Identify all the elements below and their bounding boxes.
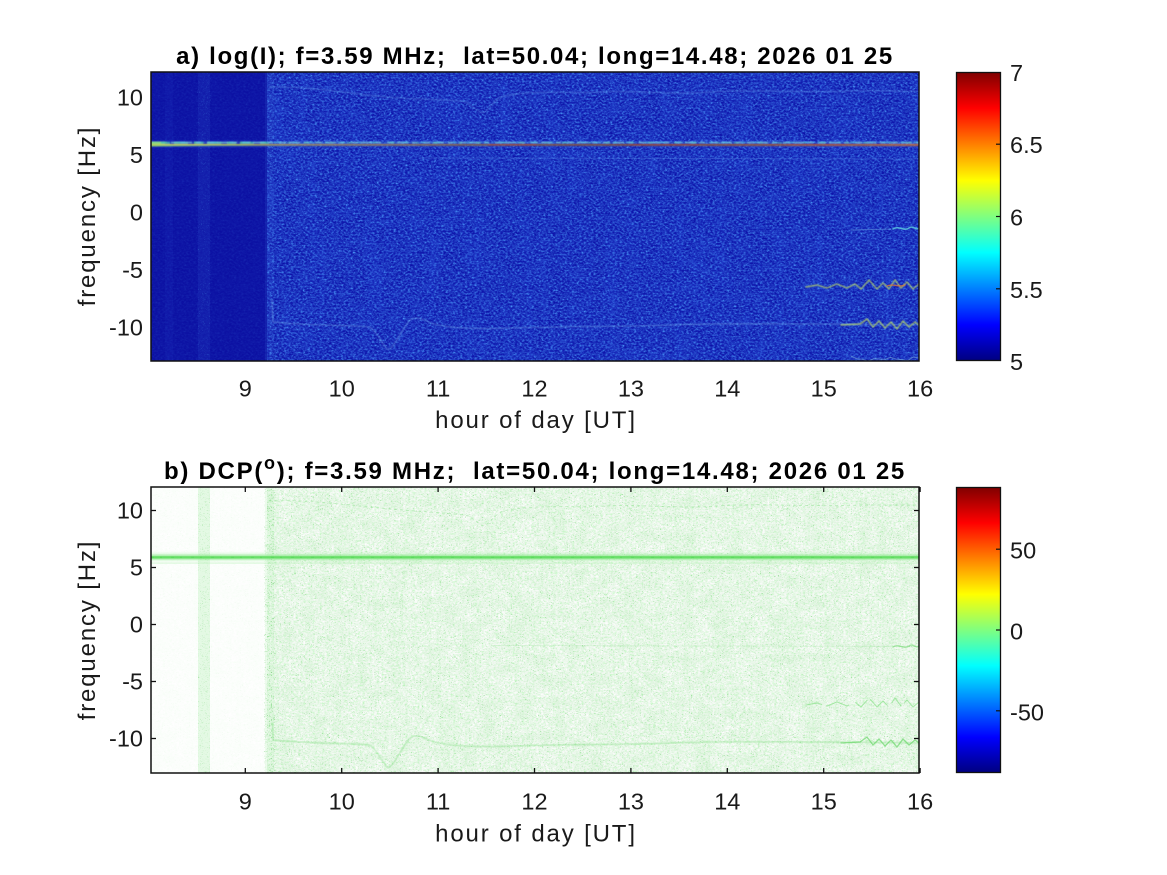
svg-text:0: 0 <box>1010 619 1023 645</box>
svg-text:-5: -5 <box>122 669 143 695</box>
svg-text:5.5: 5.5 <box>1010 277 1043 303</box>
svg-text:a) log(I); f=3.59 MHz; lat=50: a) log(I); f=3.59 MHz; lat=50.04; long=1… <box>176 43 894 70</box>
svg-text:10: 10 <box>117 85 143 111</box>
svg-text:16: 16 <box>907 376 933 402</box>
svg-text:10: 10 <box>329 376 355 402</box>
svg-text:-5: -5 <box>122 257 143 283</box>
svg-text:12: 12 <box>521 376 547 402</box>
svg-text:b) DCP(o); f=3.59 MHz; lat=50: b) DCP(o); f=3.59 MHz; lat=50.04; long=1… <box>164 453 906 485</box>
svg-text:10: 10 <box>117 498 143 524</box>
svg-text:12: 12 <box>521 789 547 815</box>
svg-text:frequency [Hz]: frequency [Hz] <box>74 126 101 307</box>
svg-text:9: 9 <box>239 376 252 402</box>
svg-text:-10: -10 <box>109 726 143 752</box>
svg-text:5: 5 <box>130 142 143 168</box>
svg-text:0: 0 <box>130 612 143 638</box>
svg-text:-50: -50 <box>1010 699 1044 725</box>
svg-text:0: 0 <box>130 200 143 226</box>
svg-text:14: 14 <box>714 376 740 402</box>
svg-text:11: 11 <box>426 789 450 815</box>
svg-text:5: 5 <box>1010 349 1023 375</box>
svg-text:14: 14 <box>714 789 740 815</box>
svg-text:15: 15 <box>811 376 837 402</box>
svg-text:6.5: 6.5 <box>1010 132 1043 158</box>
svg-text:7: 7 <box>1010 60 1023 86</box>
svg-text:hour of day [UT]: hour of day [UT] <box>435 821 637 848</box>
svg-text:5: 5 <box>130 555 143 581</box>
svg-text:15: 15 <box>811 789 837 815</box>
svg-text:6: 6 <box>1010 205 1023 231</box>
svg-text:-10: -10 <box>109 315 143 341</box>
svg-text:hour of day [UT]: hour of day [UT] <box>435 407 637 434</box>
svg-text:13: 13 <box>618 376 644 402</box>
svg-text:11: 11 <box>426 376 450 402</box>
svg-text:50: 50 <box>1010 538 1036 564</box>
svg-text:9: 9 <box>239 789 252 815</box>
svg-text:frequency [Hz]: frequency [Hz] <box>74 540 101 721</box>
svg-text:10: 10 <box>329 789 355 815</box>
svg-text:16: 16 <box>907 789 933 815</box>
svg-text:13: 13 <box>618 789 644 815</box>
